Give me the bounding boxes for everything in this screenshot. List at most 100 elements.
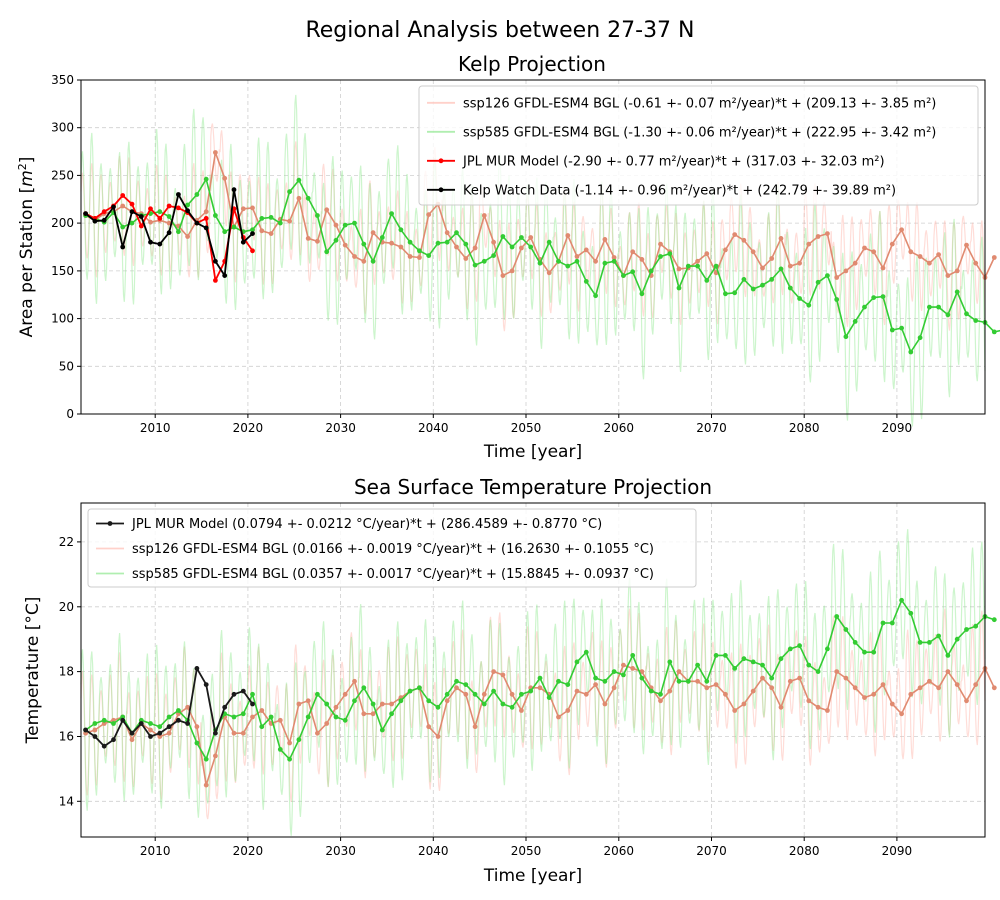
sst-ssp585-annual-point — [806, 662, 812, 668]
sst-ssp585-annual-point — [101, 717, 107, 723]
kelp-legend-box — [418, 85, 979, 206]
kelp-ssp585-annual-point — [732, 290, 738, 296]
sst-jpl-mur-point — [138, 721, 144, 726]
kelp-kelpwatch-point — [213, 258, 218, 264]
kelp-ssp585-annual-point — [305, 195, 311, 201]
kelp-ssp585-annual-point — [815, 279, 821, 285]
kelp-ssp585-annual-point — [834, 297, 840, 302]
kelp-x-tick-label: 2030 — [325, 421, 356, 435]
sst-x-tick-label: 2080 — [789, 844, 820, 858]
kelp-ssp126-annual-point — [695, 258, 700, 264]
kelp-ssp585-annual-point — [667, 251, 673, 257]
kelp-ssp126-annual-point — [732, 232, 738, 238]
sst-ssp126-annual-point — [435, 734, 441, 739]
sst-y-tick-label: 18 — [59, 665, 74, 679]
sst-ssp126-annual-point — [185, 704, 191, 710]
kelp-ssp585-annual-point — [778, 266, 784, 272]
sst-ssp126-annual-point — [704, 685, 710, 691]
kelp-jpl-mur-point — [148, 206, 153, 212]
sst-ssp126-annual-point — [713, 682, 719, 687]
sst-ssp585-annual-point — [333, 714, 339, 720]
kelp-jpl-mur-point — [129, 201, 135, 207]
kelp-ssp585-annual-point — [843, 334, 849, 340]
kelp-ssp126-annual-point — [500, 273, 506, 278]
kelp-ssp585-annual-point — [268, 215, 274, 220]
kelp-ssp585-annual-point — [889, 327, 895, 333]
sst-ssp585-annual-point — [240, 711, 246, 717]
kelp-kelpwatch-point — [250, 231, 255, 237]
sst-ssp126-annual-point — [277, 717, 283, 723]
sst-ssp585-annual-point — [92, 721, 98, 726]
kelp-ssp126-annual-point — [593, 258, 598, 264]
sst-jpl-mur-point — [240, 688, 246, 694]
sst-ssp585-annual-point — [899, 597, 904, 603]
sst-ssp585-annual-point — [324, 701, 330, 707]
kelp-ssp585-annual-point — [250, 227, 255, 233]
sst-ssp585-annual-point — [546, 695, 552, 700]
sst-ssp585-annual-point — [685, 678, 691, 684]
sst-ssp585-annual-point — [407, 688, 413, 694]
sst-ssp126-annual-point — [315, 730, 320, 736]
kelp-ssp126-annual-point — [120, 203, 126, 209]
kelp-ssp585-annual-point — [324, 249, 330, 255]
sst-ssp126-annual-point — [370, 711, 376, 717]
kelp-ssp585-annual-point — [231, 224, 237, 230]
kelp-ssp585-annual-point — [481, 258, 487, 264]
sst-ssp585-annual-point — [991, 617, 997, 623]
kelp-x-tick-label: 2060 — [604, 421, 635, 435]
kelp-ssp126-annual-point — [287, 218, 292, 224]
sst-ssp585-annual-point — [463, 682, 469, 687]
kelp-ssp585-annual-point — [166, 214, 172, 219]
sst-ssp126-annual-point — [240, 730, 246, 736]
kelp-ssp126-annual-point — [528, 235, 534, 240]
sst-ssp126-annual-point — [565, 708, 571, 713]
sst-ssp126-annual-point — [213, 753, 218, 759]
sst-ssp585-annual-point — [778, 656, 784, 662]
kelp-ssp126-annual-point — [444, 230, 450, 236]
kelp-ssp585-annual-point — [333, 237, 339, 243]
sst-ssp585-monthly-band — [80, 529, 986, 836]
sst-ssp585-annual-point — [797, 643, 802, 649]
sst-ssp126-annual-point — [481, 691, 487, 697]
sst-ssp585-annual-point — [352, 698, 357, 704]
sst-ssp585-annual-point — [509, 704, 515, 710]
sst-ssp585-annual-point — [250, 691, 255, 697]
kelp-jpl-mur-point — [138, 223, 144, 229]
sst-ssp585-annual-point — [454, 678, 459, 684]
sst-ssp126-annual-point — [463, 691, 469, 697]
kelp-legend-marker — [438, 187, 444, 193]
sst-ssp126-annual-point — [917, 685, 923, 691]
sst-ssp126-annual-point — [352, 678, 357, 684]
kelp-ssp126-annual-point — [750, 249, 756, 255]
kelp-ssp585-annual-point — [509, 244, 515, 250]
sst-ssp126-annual-point — [593, 682, 598, 687]
kelp-y-tick-label: 0 — [66, 407, 74, 421]
sst-ssp585-annual-point — [936, 633, 941, 639]
sst-ssp585-annual-point — [639, 675, 645, 681]
kelp-ssp126-annual-point — [704, 251, 710, 257]
sst-ssp585-annual-point — [593, 675, 598, 681]
kelp-ssp126-annual-point — [203, 209, 209, 215]
sst-ssp585-annual-point — [231, 714, 237, 720]
sst-ssp585-annual-point — [973, 623, 979, 629]
kelp-kelpwatch-point — [101, 217, 107, 223]
sst-ssp585-annual-point — [602, 678, 608, 684]
kelp-jpl-mur-point — [157, 216, 163, 221]
kelp-annual-series — [83, 150, 1000, 355]
kelp-ssp585-annual-point — [537, 260, 543, 266]
kelp-y-tick-label: 300 — [51, 121, 74, 135]
kelp-chart-title: Kelp Projection — [458, 52, 606, 76]
kelp-ssp126-annual-point — [240, 206, 246, 212]
kelp-ssp126-annual-point — [565, 233, 571, 238]
sst-ssp126-annual-point — [936, 685, 941, 691]
sst-ssp126-annual-point — [472, 724, 478, 730]
kelp-ssp585-annual-point — [398, 227, 404, 233]
kelp-ssp585-annual-point — [964, 311, 969, 317]
sst-ssp126-annual-point — [342, 691, 348, 697]
sst-ssp126-annual-point — [621, 662, 626, 668]
kelp-jpl-mur-point — [203, 216, 209, 221]
kelp-jpl-mur-point — [213, 278, 218, 283]
kelp-y-tick-label: 100 — [51, 312, 74, 326]
kelp-ssp585-annual-point — [361, 241, 367, 247]
